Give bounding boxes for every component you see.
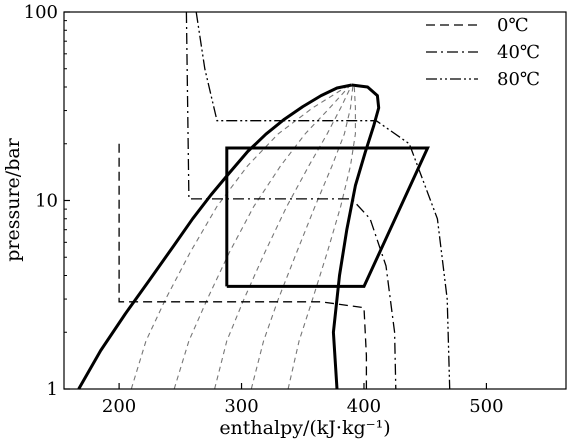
x-tick-label-1: 200 [102,396,136,417]
saturated-liquid-line [77,83,352,390]
plot-frame [63,11,567,390]
isotherm-line-1 [118,143,368,389]
x-tick-label-3: 400 [347,396,381,417]
y-tick-label-1: 1 [47,379,58,400]
y-tick-label-3: 100 [24,2,58,23]
y-tick-label-2: 10 [35,191,58,212]
legend-label-3: 80℃ [497,69,540,90]
quality-line-1 [130,84,350,390]
legend-label-2: 40℃ [497,42,540,63]
quality-line-3 [214,84,353,390]
x-tick-label-4: 500 [469,396,503,417]
x-axis-label: enthalpy/(kJ·kg⁻¹) [219,417,390,439]
legend-label-1: 0℃ [497,15,529,36]
saturated-vapor-line [331,83,381,390]
isotherm-line-2 [185,11,397,390]
y-axis-label: pressure/bar [2,137,24,261]
quality-line-5 [287,84,356,390]
quality-line-4 [250,84,354,390]
cycle-line [225,146,430,288]
quality-line-2 [173,84,351,390]
x-tick-label-2: 300 [224,396,258,417]
isotherm-line-3 [195,11,451,390]
